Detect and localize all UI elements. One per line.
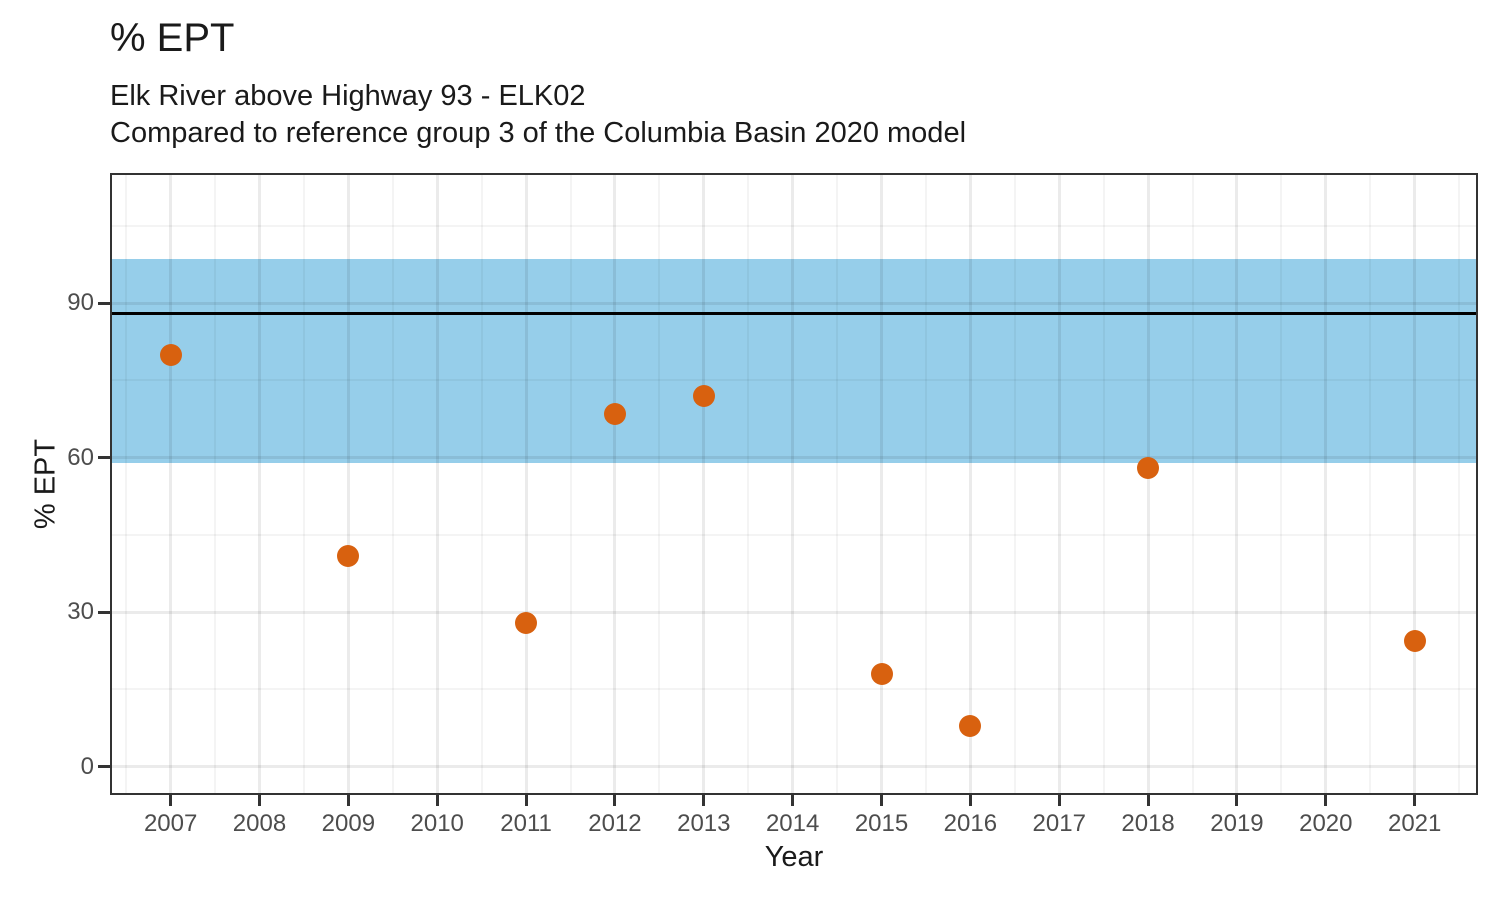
x-tick-mark-2010 — [435, 795, 439, 806]
gridline-minor-horizontal — [112, 379, 1476, 382]
gridline-major-vertical — [1146, 175, 1150, 793]
x-tick-mark-2017 — [1057, 795, 1061, 806]
gridline-major-vertical — [613, 175, 617, 793]
x-tick-mark-2021 — [1413, 795, 1417, 806]
gridline-major-vertical — [1057, 175, 1061, 793]
chart-subtitle-line2: Compared to reference group 3 of the Col… — [110, 117, 967, 149]
y-tick-mark-0 — [98, 765, 110, 769]
x-tick-label-2014: 2014 — [765, 810, 820, 837]
gridline-minor-vertical — [125, 175, 128, 793]
x-tick-label-2011: 2011 — [500, 810, 552, 837]
gridline-major-vertical — [968, 175, 972, 793]
data-point-2012 — [603, 402, 626, 425]
y-tick-label-30: 30 — [67, 598, 94, 626]
gridline-minor-vertical — [302, 175, 305, 793]
gridline-major-vertical — [791, 175, 795, 793]
y-tick-label-60: 60 — [67, 443, 94, 471]
gridline-minor-vertical — [214, 175, 217, 793]
data-point-2007 — [159, 343, 182, 366]
gridline-minor-horizontal — [112, 533, 1476, 536]
chart-subtitle: Elk River above Highway 93 - ELK02 Compa… — [110, 78, 966, 152]
gridline-minor-vertical — [480, 175, 483, 793]
gridline-minor-vertical — [569, 175, 572, 793]
reference-band — [112, 259, 1476, 463]
gridline-minor-vertical — [1013, 175, 1016, 793]
x-tick-mark-2009 — [346, 795, 350, 806]
gridline-major-vertical — [1413, 175, 1417, 793]
gridline-major-horizontal — [112, 456, 1476, 460]
chart-subtitle-line1: Elk River above Highway 93 - ELK02 — [110, 80, 586, 112]
gridline-major-horizontal — [112, 610, 1476, 614]
x-tick-label-2008: 2008 — [232, 810, 287, 837]
x-tick-label-2017: 2017 — [1032, 810, 1086, 837]
x-tick-label-2020: 2020 — [1299, 810, 1353, 837]
x-tick-mark-2008 — [258, 795, 261, 806]
gridline-minor-vertical — [836, 175, 839, 793]
data-point-2018 — [1137, 457, 1160, 480]
x-tick-label-2016: 2016 — [943, 810, 998, 837]
data-point-2016 — [959, 714, 982, 737]
x-tick-label-2021: 2021 — [1387, 810, 1442, 837]
y-tick-label-90: 90 — [67, 289, 94, 317]
data-point-2011 — [515, 611, 538, 634]
x-tick-label-2019: 2019 — [1210, 810, 1264, 837]
gridline-major-vertical — [1235, 175, 1239, 793]
data-point-2013 — [692, 384, 715, 407]
x-tick-label-2007: 2007 — [143, 810, 198, 837]
gridline-minor-vertical — [1191, 175, 1194, 793]
y-tick-mark-60 — [98, 456, 110, 460]
gridline-major-vertical — [702, 175, 706, 793]
x-tick-mark-2011 — [524, 795, 528, 806]
x-tick-mark-2018 — [1146, 795, 1150, 806]
gridline-minor-vertical — [658, 175, 661, 793]
gridline-major-horizontal — [112, 765, 1476, 769]
data-point-2021 — [1403, 629, 1426, 652]
gridline-major-vertical — [524, 175, 528, 793]
gridline-minor-vertical — [1280, 175, 1283, 793]
x-tick-mark-2007 — [169, 795, 173, 806]
gridline-minor-vertical — [1369, 175, 1372, 793]
gridline-major-vertical — [258, 175, 261, 793]
y-tick-mark-30 — [98, 610, 110, 614]
reference-mean-line — [112, 311, 1476, 316]
x-tick-label-2013: 2013 — [677, 810, 731, 837]
gridline-minor-horizontal — [112, 224, 1476, 227]
y-tick-label-0: 0 — [80, 752, 94, 780]
gridline-major-vertical — [1324, 175, 1328, 793]
gridline-minor-vertical — [1102, 175, 1105, 793]
x-axis-title: Year — [764, 841, 824, 873]
x-tick-label-2012: 2012 — [588, 810, 642, 837]
y-axis-title: % EPT — [29, 438, 62, 530]
data-point-2009 — [337, 544, 360, 567]
x-tick-label-2010: 2010 — [410, 810, 464, 837]
x-tick-mark-2014 — [791, 795, 795, 806]
x-tick-mark-2020 — [1324, 795, 1328, 806]
gridline-major-horizontal — [112, 301, 1476, 305]
gridline-minor-vertical — [1458, 175, 1461, 793]
gridline-minor-vertical — [924, 175, 927, 793]
y-tick-mark-90 — [98, 301, 110, 305]
gridline-major-vertical — [346, 175, 350, 793]
gridline-major-vertical — [435, 175, 439, 793]
gridline-major-vertical — [880, 175, 884, 793]
plot-panel — [112, 175, 1476, 793]
x-tick-mark-2013 — [702, 795, 706, 806]
chart-title: % EPT — [110, 16, 235, 60]
x-tick-label-2015: 2015 — [854, 810, 909, 837]
data-point-2015 — [870, 663, 893, 686]
x-tick-mark-2016 — [968, 795, 972, 806]
x-tick-mark-2019 — [1235, 795, 1239, 806]
gridline-minor-horizontal — [112, 688, 1476, 691]
x-tick-label-2018: 2018 — [1121, 810, 1175, 837]
gridline-major-vertical — [169, 175, 173, 793]
x-tick-label-2009: 2009 — [321, 810, 376, 837]
gridline-minor-vertical — [391, 175, 394, 793]
gridline-minor-vertical — [747, 175, 750, 793]
x-tick-mark-2012 — [613, 795, 617, 806]
x-tick-mark-2015 — [880, 795, 884, 806]
